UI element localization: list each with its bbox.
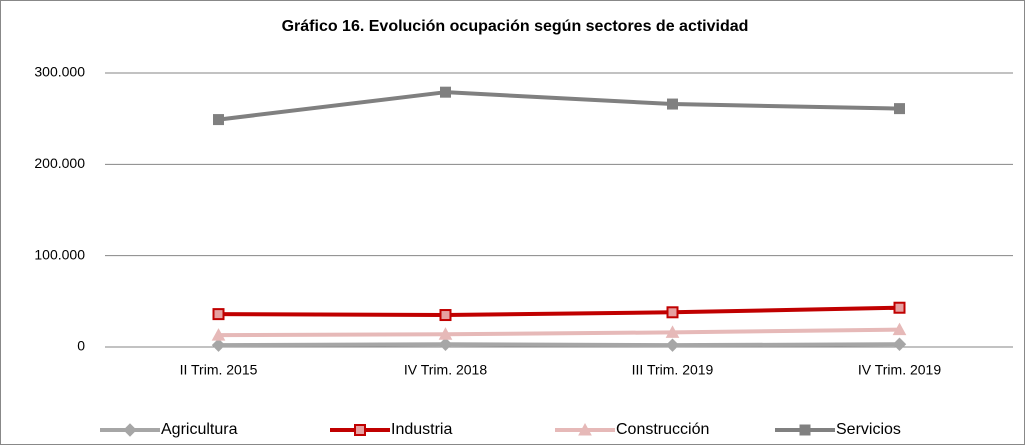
data-marker: [438, 327, 453, 340]
data-marker: [894, 103, 905, 115]
legend-marker: [123, 423, 137, 437]
series-line: [218, 305, 900, 318]
x-tick-label: III Trim. 2019: [632, 362, 714, 378]
legend-label: Servicios: [836, 421, 901, 438]
data-marker: [665, 325, 680, 338]
data-marker: [438, 337, 453, 351]
legend-marker: [799, 424, 811, 436]
legend-label: Construcción: [616, 421, 709, 438]
legend-marker: [354, 424, 366, 436]
y-tick-label: 200.000: [34, 155, 85, 171]
series-line: [218, 327, 900, 338]
legend-label: Agricultura: [161, 421, 238, 438]
y-tick-label: 0: [77, 338, 85, 354]
data-marker: [439, 309, 452, 322]
data-marker: [211, 338, 226, 352]
data-marker: [211, 328, 226, 341]
y-tick-label: 300.000: [34, 64, 85, 80]
series-line: [218, 90, 900, 122]
legend-marker: [578, 422, 592, 436]
data-marker: [440, 86, 451, 98]
data-marker: [667, 98, 678, 110]
chart-title: Gráfico 16. Evolución ocupación según se…: [282, 18, 749, 35]
data-marker: [665, 338, 680, 352]
legend-label: Industria: [391, 421, 452, 438]
data-marker: [666, 306, 679, 319]
data-marker: [893, 301, 906, 314]
y-tick-label: 100.000: [34, 246, 85, 262]
data-marker: [213, 114, 224, 126]
data-marker: [212, 308, 225, 321]
x-tick-label: II Trim. 2015: [180, 362, 258, 378]
data-marker: [892, 337, 907, 351]
series-line: [218, 342, 900, 348]
x-tick-label: IV Trim. 2019: [858, 362, 941, 378]
x-tick-label: IV Trim. 2018: [404, 362, 487, 378]
data-marker: [892, 322, 907, 336]
